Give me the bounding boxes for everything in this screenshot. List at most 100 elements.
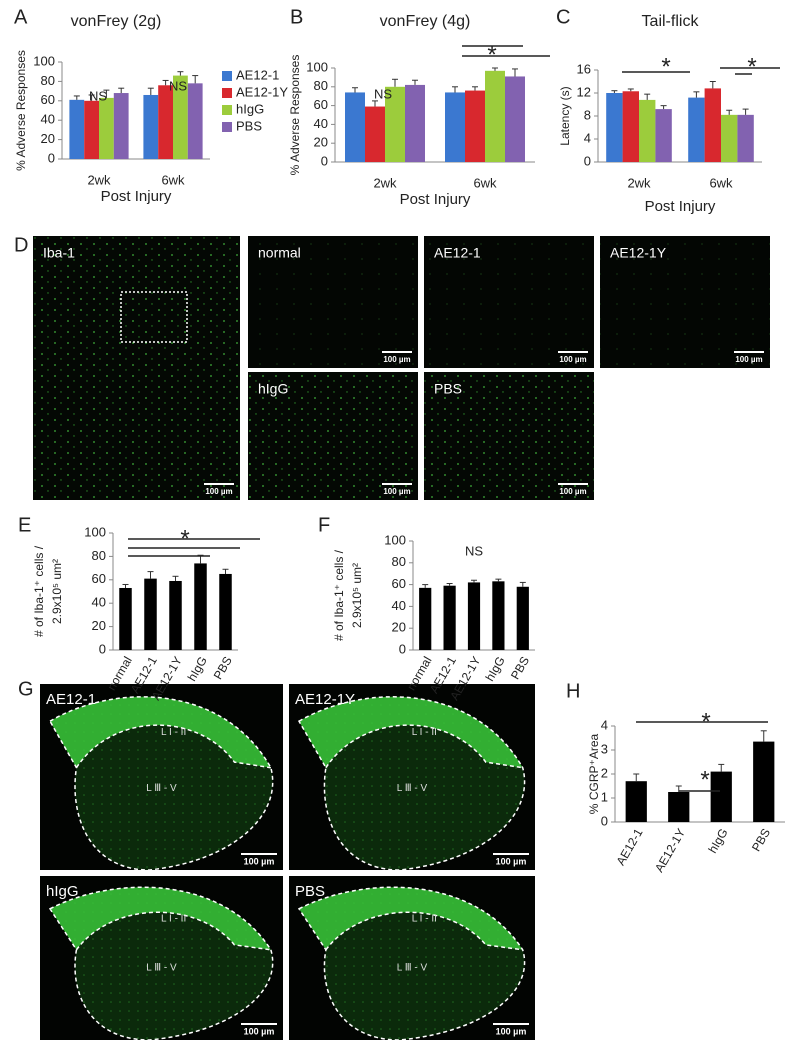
- significance-label: *: [661, 53, 670, 80]
- y-tick-label: 0: [601, 813, 608, 828]
- x-tick-label: AE12-1: [613, 826, 645, 868]
- panel-letter: D: [14, 234, 28, 256]
- x-tick-label: 6wk: [473, 175, 497, 190]
- y-axis-label: % Adverse Responses: [288, 55, 302, 176]
- bar: [158, 85, 173, 159]
- panel-letter: A: [14, 6, 28, 28]
- bar: [492, 581, 505, 650]
- x-tick-label: AE12-1Y: [652, 826, 688, 875]
- micrograph-label: AE12-1Y: [295, 691, 355, 708]
- bar: [187, 83, 203, 159]
- bar: [169, 580, 182, 650]
- significance-label: NS: [89, 88, 107, 103]
- x-tick-label: 2wk: [87, 172, 111, 187]
- bar: [737, 114, 754, 162]
- bar: [721, 114, 738, 162]
- y-tick-label: 4: [601, 717, 608, 732]
- roi-box: [120, 291, 188, 343]
- scale-bar-label: 100 µm: [496, 1026, 527, 1036]
- y-tick-label: 40: [41, 112, 55, 127]
- x-tick-label: 6wk: [161, 172, 185, 187]
- y-tick-label: 3: [601, 741, 608, 756]
- bar: [688, 97, 705, 162]
- lamina-band: [50, 696, 271, 768]
- significance-label: NS: [465, 543, 483, 558]
- x-tick-label: hIgG: [483, 654, 508, 684]
- legend-swatch: [222, 105, 232, 115]
- legend-label: AE12-1: [236, 67, 279, 82]
- y-axis-label: % CGRP⁺Area: [587, 733, 601, 814]
- legend-swatch: [222, 88, 232, 98]
- y-tick-label: 0: [48, 150, 55, 165]
- y-tick-label: 20: [41, 131, 55, 146]
- micrograph-label: AE12-1Y: [610, 245, 667, 261]
- scale-bar-label: 100 µm: [559, 487, 586, 496]
- legend-label: PBS: [236, 118, 262, 133]
- y-tick-label: 60: [41, 92, 55, 107]
- outline: [75, 911, 271, 951]
- bar: [385, 86, 405, 162]
- scale-bar-label: 100 µm: [383, 487, 410, 496]
- y-axis-label: # of Iba-1⁺ cells /: [32, 545, 46, 637]
- y-axis-label: % Adverse Responses: [14, 50, 28, 171]
- bar: [710, 771, 732, 822]
- y-tick-label: 80: [314, 78, 328, 93]
- bar: [465, 90, 485, 162]
- y-tick-label: 12: [577, 84, 591, 99]
- scale-bar-label: 100 µm: [205, 487, 232, 496]
- y-axis-label: 2.9x10⁵ um²: [50, 559, 64, 624]
- chart-title: vonFrey (2g): [71, 13, 162, 30]
- y-tick-label: 8: [584, 107, 591, 122]
- y-axis-label: Latency (s): [558, 86, 572, 145]
- bar: [419, 587, 432, 650]
- significance-label: *: [747, 53, 756, 80]
- panel-letter: F: [318, 514, 330, 536]
- outline: [325, 724, 523, 769]
- x-axis-label: Post Injury: [400, 191, 471, 208]
- scale-bar-label: 100 µm: [496, 856, 527, 866]
- scale-bar-label: 100 µm: [244, 856, 275, 866]
- y-tick-label: 2: [601, 765, 608, 780]
- micrograph: [424, 236, 594, 368]
- panel-letter: C: [556, 6, 570, 28]
- significance-label: *: [487, 41, 496, 68]
- x-tick-label: PBS: [749, 826, 773, 854]
- bar: [119, 587, 132, 650]
- y-tick-label: 80: [92, 548, 106, 563]
- micrograph: [33, 236, 240, 500]
- y-tick-label: 20: [314, 135, 328, 150]
- panel-letter: G: [18, 678, 34, 700]
- chart-title: Tail-flick: [642, 13, 700, 30]
- bar: [625, 781, 647, 822]
- micrograph-label: Iba-1: [43, 245, 75, 261]
- x-tick-label: 2wk: [627, 175, 651, 190]
- y-tick-label: 100: [33, 53, 55, 68]
- legend-label: AE12-1Y: [236, 84, 288, 99]
- y-tick-label: 0: [399, 641, 406, 656]
- scale-bar-label: 100 µm: [244, 1026, 275, 1036]
- bar: [606, 93, 623, 162]
- bar: [194, 563, 207, 650]
- y-tick-label: 0: [99, 641, 106, 656]
- bar: [516, 586, 529, 650]
- y-tick-label: 0: [584, 153, 591, 168]
- micrograph: [248, 372, 418, 500]
- bar: [69, 99, 85, 159]
- outline: [297, 886, 526, 1041]
- bar: [639, 99, 656, 162]
- micrograph-label: PBS: [295, 883, 325, 900]
- region-label: L I - II: [161, 727, 186, 738]
- micrograph: [248, 236, 418, 368]
- region-label: L I - II: [412, 727, 437, 738]
- bar: [99, 97, 114, 159]
- y-tick-label: 60: [392, 576, 406, 591]
- micrograph-label: AE12-1: [434, 245, 481, 261]
- bar: [753, 741, 775, 822]
- y-tick-label: 0: [321, 153, 328, 168]
- y-axis-label: # of Iba-1⁺ cells /: [332, 549, 346, 641]
- x-tick-label: PBS: [211, 654, 235, 682]
- legend-swatch: [222, 122, 232, 132]
- y-tick-label: 4: [584, 130, 591, 145]
- y-tick-label: 80: [392, 554, 406, 569]
